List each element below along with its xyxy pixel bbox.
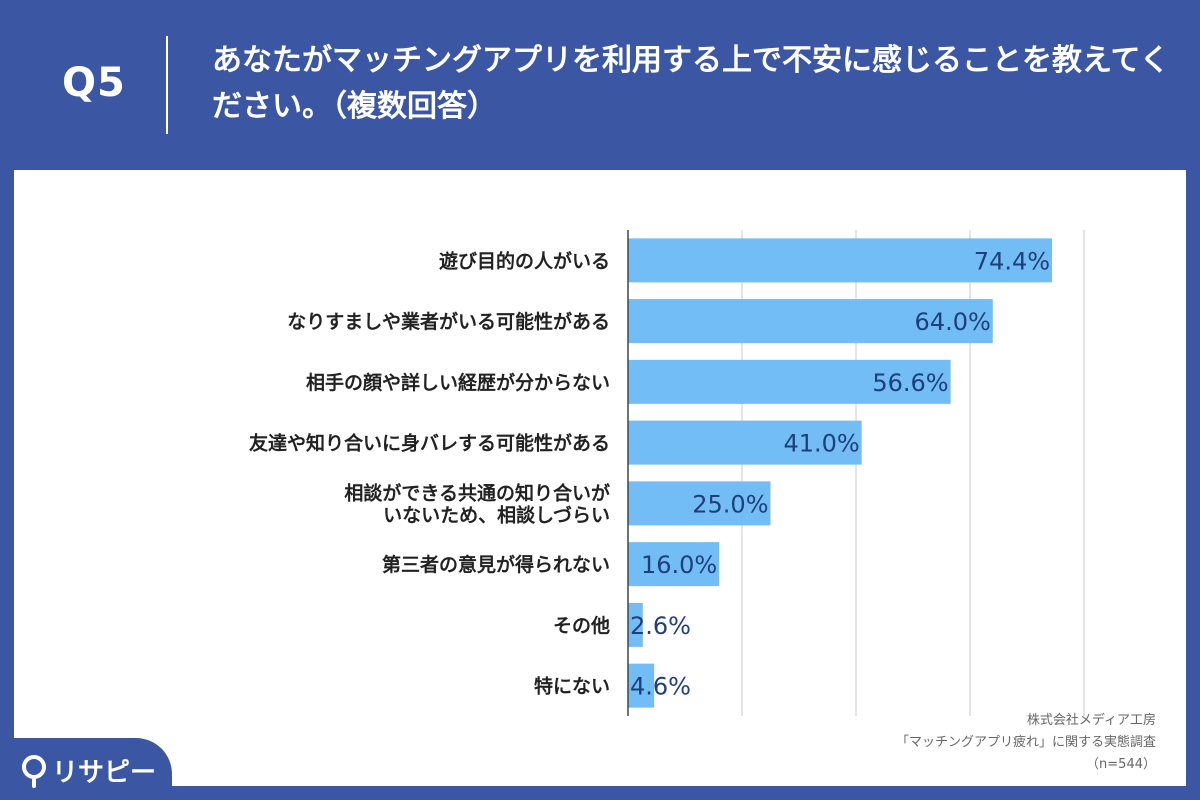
- category-label: 特にない: [534, 676, 610, 698]
- location-pin-icon: [22, 754, 46, 788]
- category-label: 相談ができる共通の知り合いが: [344, 481, 610, 504]
- category-label: いないため、相談しづらい: [383, 503, 610, 526]
- value-label: 25.0%: [692, 490, 768, 518]
- source-company: 株式会社メディア工房: [1026, 713, 1156, 728]
- value-label: 4.6%: [630, 673, 691, 701]
- category-label: 友達や知り合いに身バレする可能性がある: [249, 432, 610, 455]
- value-label: 74.4%: [974, 247, 1050, 275]
- value-label: 56.6%: [872, 369, 948, 397]
- bar: [628, 359, 951, 404]
- source-sample-size: （n=544）: [1086, 757, 1156, 772]
- value-label: 41.0%: [783, 430, 859, 458]
- header-divider: [166, 36, 168, 134]
- bar: [628, 481, 771, 526]
- question-number: Q5: [62, 60, 126, 106]
- bar: [628, 299, 993, 344]
- category-label: その他: [553, 614, 610, 637]
- logo-text: リサピー: [52, 758, 157, 788]
- bar: [628, 663, 655, 708]
- category-label: なりすましや業者がいる可能性がある: [287, 310, 610, 333]
- brand-logo: リサピー: [20, 752, 156, 789]
- bar: [628, 542, 720, 587]
- value-label: 16.0%: [641, 551, 717, 579]
- bar: [628, 238, 1053, 283]
- source-note: 株式会社メディア工房 「マッチングアプリ疲れ」に関する実態調査 （n=544）: [896, 710, 1156, 776]
- logo-tab: [0, 738, 172, 800]
- source-survey: 「マッチングアプリ疲れ」に関する実態調査: [895, 735, 1156, 750]
- bar-chart: 74.4% 遊び目的の人がいる 64.0% なりすましや業者がいる可能性がある 56.6…: [249, 230, 1085, 716]
- bar: [628, 420, 862, 465]
- category-label: 遊び目的の人がいる: [439, 249, 610, 272]
- question-title: あなたがマッチングアプリを利用する上で不安に感じることを教えてください。（複数回…: [212, 43, 1170, 124]
- value-label: 64.0%: [915, 308, 991, 336]
- category-label: 第三者の意見が得られない: [382, 553, 610, 576]
- category-label: 相手の顔や詳しい経歴が分からない: [306, 371, 610, 394]
- bar: [628, 602, 643, 647]
- value-label: 2.6%: [630, 612, 691, 640]
- chart-card: 74.4% 遊び目的の人がいる 64.0% なりすましや業者がいる可能性がある 56.6…: [14, 170, 1186, 786]
- question-header: Q5 あなたがマッチングアプリを利用する上で不安に感じることを教えてください。（…: [0, 0, 1200, 170]
